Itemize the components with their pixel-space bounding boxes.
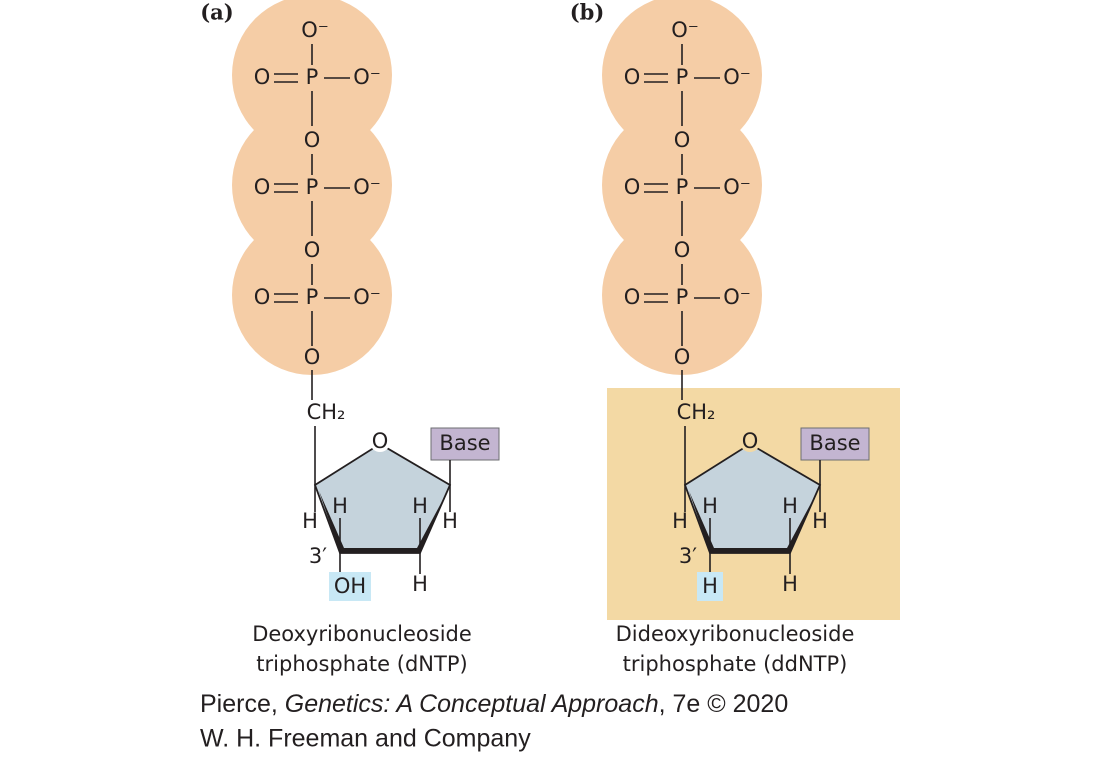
- phosphorus: P: [676, 175, 689, 199]
- phosphorus: P: [306, 65, 319, 89]
- credit-author: Pierce,: [200, 690, 285, 718]
- phosphate-circle: [602, 215, 762, 375]
- phosphate-left-oxygen: O: [624, 65, 641, 89]
- hydrogen: H: [672, 509, 688, 533]
- hydrogen: H: [302, 509, 318, 533]
- caption-line: Deoxyribonucleoside: [252, 622, 472, 646]
- credit-edition: , 7e © 2020: [659, 690, 789, 718]
- phosphate-right-oxygen: O⁻: [353, 285, 381, 309]
- three-prime-box: [697, 572, 723, 601]
- three-prime-group: OH: [334, 574, 366, 598]
- hydrogen: H: [782, 494, 798, 518]
- credit-book: Genetics: A Conceptual Approach: [285, 690, 659, 718]
- phosphate-circle: [232, 215, 392, 375]
- phosphorus: P: [306, 175, 319, 199]
- phosphate-top-oxygen: O: [304, 238, 321, 262]
- hydrogen: H: [412, 572, 428, 596]
- three-prime-box: [329, 572, 371, 601]
- phosphate-left-oxygen: O: [254, 175, 271, 199]
- phosphate-left-oxygen: O: [254, 285, 271, 309]
- phosphate-right-oxygen: O⁻: [353, 175, 381, 199]
- base-box: [800, 427, 870, 461]
- linker-oxygen: O: [674, 345, 691, 369]
- ring-oxygen: O: [742, 429, 759, 453]
- caption-line: Dideoxyribonucleoside: [616, 622, 855, 646]
- phosphate-left-oxygen: O: [254, 65, 271, 89]
- hydrogen: H: [332, 494, 348, 518]
- phosphate-top-oxygen: O: [674, 128, 691, 152]
- three-prime-group: H: [702, 574, 718, 598]
- caption-line: triphosphate (ddNTP): [623, 652, 848, 676]
- phosphate-top-oxygen: O: [304, 128, 321, 152]
- hydrogen: H: [702, 494, 718, 518]
- phosphorus: P: [676, 285, 689, 309]
- ring-oxygen-bg: [370, 432, 390, 452]
- credit-line-1: Pierce, Genetics: A Conceptual Approach,…: [200, 690, 788, 718]
- three-prime-label: 3′: [679, 544, 697, 568]
- phosphate-top-oxygen: O⁻: [301, 18, 329, 42]
- phosphorus: P: [306, 285, 319, 309]
- credit-publisher: W. H. Freeman and Company: [200, 725, 531, 753]
- phosphate-top-oxygen: O: [674, 238, 691, 262]
- phosphate-left-oxygen: O: [624, 175, 641, 199]
- phosphate-left-oxygen: O: [624, 285, 641, 309]
- phosphate-right-oxygen: O⁻: [353, 65, 381, 89]
- ch2: CH₂: [677, 400, 716, 424]
- phosphate-circle: [602, 105, 762, 265]
- phosphate-circle: [232, 105, 392, 265]
- three-prime-label: 3′: [309, 544, 327, 568]
- hydrogen: H: [782, 572, 798, 596]
- phosphorus: P: [676, 65, 689, 89]
- base-label: Base: [439, 431, 490, 455]
- base-box: [430, 427, 500, 461]
- panel-label: (a): [200, 0, 233, 25]
- phosphate-right-oxygen: O⁻: [723, 285, 751, 309]
- phosphate-right-oxygen: O⁻: [723, 175, 751, 199]
- linker-oxygen: O: [304, 345, 321, 369]
- phosphate-right-oxygen: O⁻: [723, 65, 751, 89]
- base-label: Base: [809, 431, 860, 455]
- ring-oxygen-bg: [740, 432, 760, 452]
- hydrogen: H: [412, 494, 428, 518]
- caption-line: triphosphate (dNTP): [256, 652, 467, 676]
- phosphate-top-oxygen: O⁻: [671, 18, 699, 42]
- ring-oxygen: O: [372, 429, 389, 453]
- ch2: CH₂: [307, 400, 346, 424]
- panel-label: (b): [570, 0, 605, 25]
- hydrogen: H: [812, 509, 828, 533]
- hydrogen: H: [442, 509, 458, 533]
